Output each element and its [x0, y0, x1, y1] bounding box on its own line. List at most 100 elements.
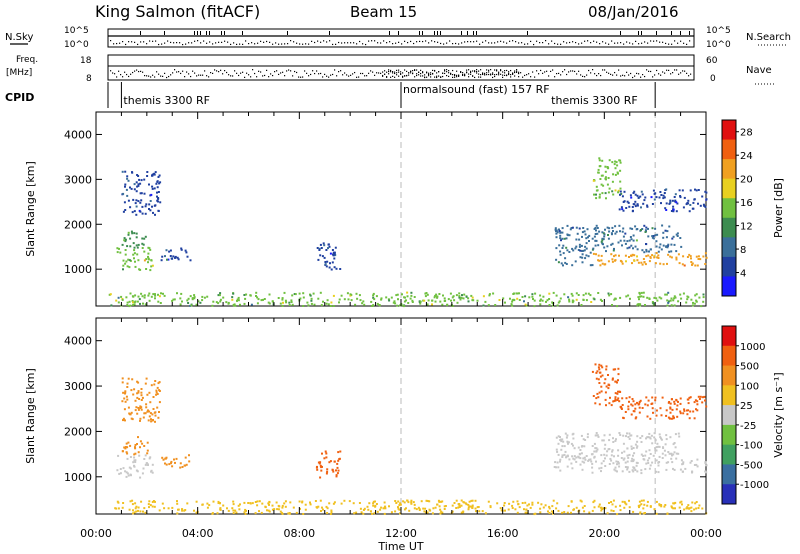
data-cell [575, 456, 578, 459]
data-cell [124, 470, 127, 473]
noise-dot [239, 43, 241, 45]
data-cell [651, 407, 654, 410]
data-cell [147, 261, 149, 264]
freq-dot [446, 74, 448, 77]
data-cell [616, 463, 618, 466]
data-cell [632, 470, 635, 473]
data-cell [290, 299, 293, 302]
data-cell [371, 512, 374, 515]
freq-dot [114, 73, 116, 75]
data-cell [398, 508, 401, 511]
freq-dot [310, 73, 312, 76]
noise-dot [380, 42, 382, 44]
data-cell [655, 297, 658, 300]
data-cell [608, 230, 611, 233]
data-cell [333, 501, 336, 504]
freq-dot [454, 74, 456, 77]
data-cell [151, 185, 154, 188]
freq-dot [510, 76, 512, 78]
data-cell [142, 243, 145, 246]
data-cell [566, 441, 569, 444]
noise-spike [287, 31, 288, 35]
data-cell [668, 225, 671, 228]
data-cell [321, 255, 324, 258]
data-cell [635, 446, 638, 449]
data-cell [585, 299, 588, 302]
data-cell [659, 262, 662, 265]
data-cell [329, 252, 332, 255]
freq-dot [402, 72, 404, 74]
freq-dot [214, 69, 216, 71]
data-cell [122, 268, 124, 271]
data-cell [557, 261, 560, 264]
data-cell [672, 208, 675, 211]
data-cell [652, 235, 655, 237]
data-cell [559, 250, 562, 253]
data-cell [665, 438, 668, 441]
data-cell [451, 510, 454, 513]
data-cell [657, 257, 660, 259]
data-cell [650, 434, 653, 437]
data-cell [639, 304, 642, 307]
data-cell [199, 301, 202, 304]
data-cell [288, 512, 291, 514]
data-cell [131, 171, 133, 174]
freq-panel-frame [107, 54, 695, 81]
data-cell [664, 229, 667, 232]
freq-dot [410, 72, 412, 74]
data-cell [529, 506, 532, 509]
noise-dot [305, 43, 307, 45]
data-cell [334, 246, 337, 249]
data-cell [565, 237, 568, 240]
data-cell [561, 231, 564, 234]
colorbar-tick-label: 4 [740, 269, 746, 280]
freq-dot [416, 69, 418, 71]
data-cell [264, 506, 267, 509]
freq-dot [450, 73, 452, 75]
freq-dot [444, 69, 446, 71]
data-cell [634, 417, 637, 420]
data-cell [561, 456, 564, 458]
noise-dot [398, 41, 400, 43]
data-cell [156, 406, 159, 409]
data-cell [619, 193, 621, 196]
data-cell [548, 292, 551, 295]
data-cell [409, 297, 412, 300]
data-cell [405, 299, 407, 302]
data-cell [548, 505, 551, 508]
freq-dot [546, 70, 548, 72]
freq-dot [194, 72, 196, 74]
colorbar-segment [722, 385, 736, 406]
data-cell [561, 445, 564, 448]
noise-dot [554, 42, 556, 45]
data-cell [588, 511, 591, 514]
freq-dot [412, 72, 414, 74]
data-cell [141, 205, 144, 208]
freq-dot [664, 72, 666, 74]
data-cell [239, 503, 241, 506]
data-cell [647, 235, 650, 238]
data-cell [463, 293, 466, 296]
data-cell [127, 474, 130, 477]
data-cell [702, 255, 705, 258]
freq-dot [592, 69, 594, 71]
freq-dot [316, 70, 318, 72]
data-cell [565, 263, 568, 265]
data-cell [155, 182, 158, 185]
noise-dot [284, 43, 286, 45]
data-cell [667, 416, 670, 419]
data-cell [561, 511, 564, 514]
data-cell [562, 440, 565, 443]
data-cell [255, 295, 257, 297]
noise-dot [647, 42, 649, 44]
data-cell [630, 447, 633, 450]
colorbar-tick-label: 8 [740, 245, 746, 256]
data-cell [426, 303, 429, 306]
data-cell [191, 298, 194, 301]
noise-panel-frame [107, 28, 695, 48]
data-cell [126, 304, 129, 306]
colorbar-tick-label: 28 [740, 128, 753, 139]
data-cell [143, 412, 146, 415]
data-cell [516, 511, 519, 514]
data-cell [617, 241, 620, 244]
